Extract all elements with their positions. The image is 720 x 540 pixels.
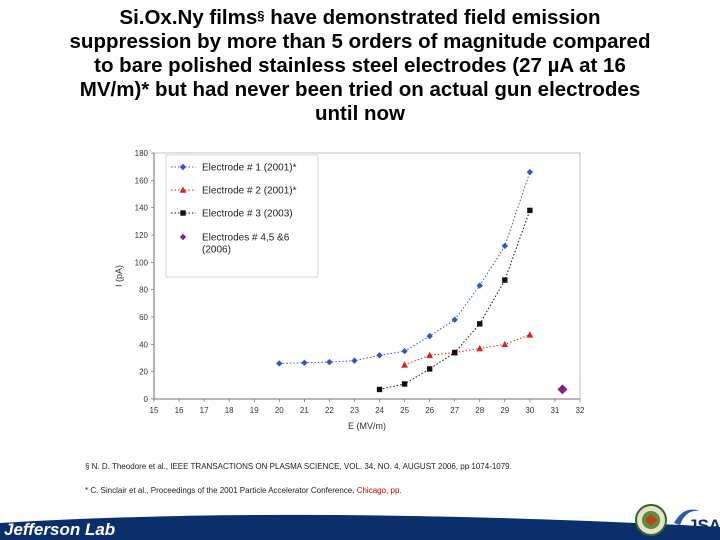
title-line-4: MV/m)* but had never been tried on actua… [79, 78, 641, 101]
title-part-1: Si.Ox.Ny films [119, 6, 258, 29]
legend-label: Electrodes # 4,5 &6 [202, 233, 290, 244]
data-point [276, 360, 283, 367]
x-tick-label: 28 [475, 406, 484, 415]
legend-label: Electrode # 2 (2001)* [202, 186, 297, 197]
title-line-3: to bare polished stainless steel electro… [94, 54, 626, 77]
footnote-2-text: * C. Sinclair et al., Proceedings of the… [85, 486, 357, 495]
x-tick-label: 20 [275, 406, 284, 415]
data-point [401, 381, 408, 387]
x-tick-label: 30 [525, 406, 534, 415]
doe-seal-icon [635, 504, 667, 536]
emission-chart: 0 20 40 60 80 100 120 140 160 180 15 16 17 18 19 20 21 22… [110, 145, 592, 443]
x-tick-label: 29 [500, 406, 509, 415]
data-point [426, 366, 433, 372]
data-point [501, 242, 509, 250]
data-point [401, 347, 408, 355]
data-point [502, 277, 508, 283]
x-tick-label: 16 [175, 406, 184, 415]
footnote-reference-1: § N. D. Theodore et al., IEEE TRANSACTIO… [85, 462, 512, 471]
slide-title: Si.Ox.Ny films§ have demonstrated field … [0, 6, 720, 126]
y-tick-label: 120 [135, 231, 149, 240]
series-line [404, 334, 531, 366]
data-point [501, 340, 509, 348]
x-tick-label: 32 [576, 406, 585, 415]
x-axis-label: E (MV/m) [348, 421, 386, 431]
title-line-1-tail: have demonstrated field emission [264, 6, 601, 29]
title-line-2: suppression by more than 5 orders of mag… [69, 30, 651, 53]
data-point [301, 359, 308, 366]
footnote-2-link-text: Chicago, pp. [356, 486, 402, 495]
x-tick-label: 22 [325, 406, 334, 415]
y-tick-label: 60 [139, 313, 148, 322]
title-superscript: § [257, 8, 265, 23]
data-point [401, 361, 408, 368]
svg-text:Jefferson Lab: Jefferson Lab [4, 520, 115, 539]
series-4 [557, 384, 568, 395]
legend-label: Electrode # 1 (2001)* [202, 163, 297, 174]
x-tick-label: 23 [350, 406, 359, 415]
data-point [476, 344, 484, 352]
x-tick-label: 15 [150, 406, 159, 415]
y-tick-label: 20 [139, 368, 148, 377]
jefferson-lab-logo: Jefferson Lab [0, 520, 150, 540]
y-axis-label: I (pA) [114, 265, 124, 287]
x-tick-label: 27 [450, 406, 459, 415]
x-tick-label: 18 [225, 406, 234, 415]
x-tick-label: 24 [375, 406, 384, 415]
x-tick-label: 17 [200, 406, 209, 415]
data-point [476, 282, 483, 289]
series-2 [401, 331, 534, 368]
data-point [557, 384, 568, 395]
data-point [527, 207, 533, 214]
data-point [326, 358, 333, 366]
legend-marker [180, 210, 186, 216]
data-point [451, 316, 458, 323]
data-point [452, 349, 458, 356]
data-point [426, 351, 434, 359]
data-point [376, 386, 383, 393]
svg-text:JSA: JSA [688, 516, 720, 535]
y-tick-label: 100 [135, 258, 149, 267]
x-tick-label: 31 [550, 406, 559, 415]
footnote-reference-2: * C. Sinclair et al., Proceedings of the… [85, 486, 402, 495]
series-3 [376, 207, 533, 393]
footer-bar [0, 514, 720, 540]
jsa-logo: JSA [674, 509, 720, 535]
series-1 [276, 168, 534, 367]
data-point [351, 357, 358, 364]
y-tick-label: 0 [144, 395, 149, 404]
legend: Electrode # 1 (2001)* Electrode # 2 (2001… [165, 154, 319, 278]
legend-marker [179, 186, 187, 193]
x-tick-label: 19 [250, 406, 259, 415]
data-point [376, 352, 383, 359]
y-tick-label: 140 [135, 204, 149, 213]
legend-box [165, 154, 319, 278]
y-tick-label: 80 [139, 286, 148, 295]
chart-area: 0 20 40 60 80 100 120 140 160 180 15 16 17 18 19 20 21 22… [110, 145, 592, 443]
y-tick-label: 180 [135, 149, 149, 158]
x-tick-label: 25 [400, 406, 409, 415]
title-line-1: Si.Ox.Ny films§ have demonstrated field … [0, 6, 720, 30]
legend-label: (2006) [202, 245, 231, 256]
data-point [526, 331, 534, 338]
title-line-5: until now [315, 102, 405, 125]
data-point [477, 321, 483, 327]
x-tick-label: 21 [300, 406, 309, 415]
y-tick-label: 160 [135, 176, 149, 185]
x-tick-label: 26 [425, 406, 434, 415]
legend-label: Electrode # 3 (2003) [202, 209, 293, 220]
y-tick-label: 40 [139, 340, 148, 349]
